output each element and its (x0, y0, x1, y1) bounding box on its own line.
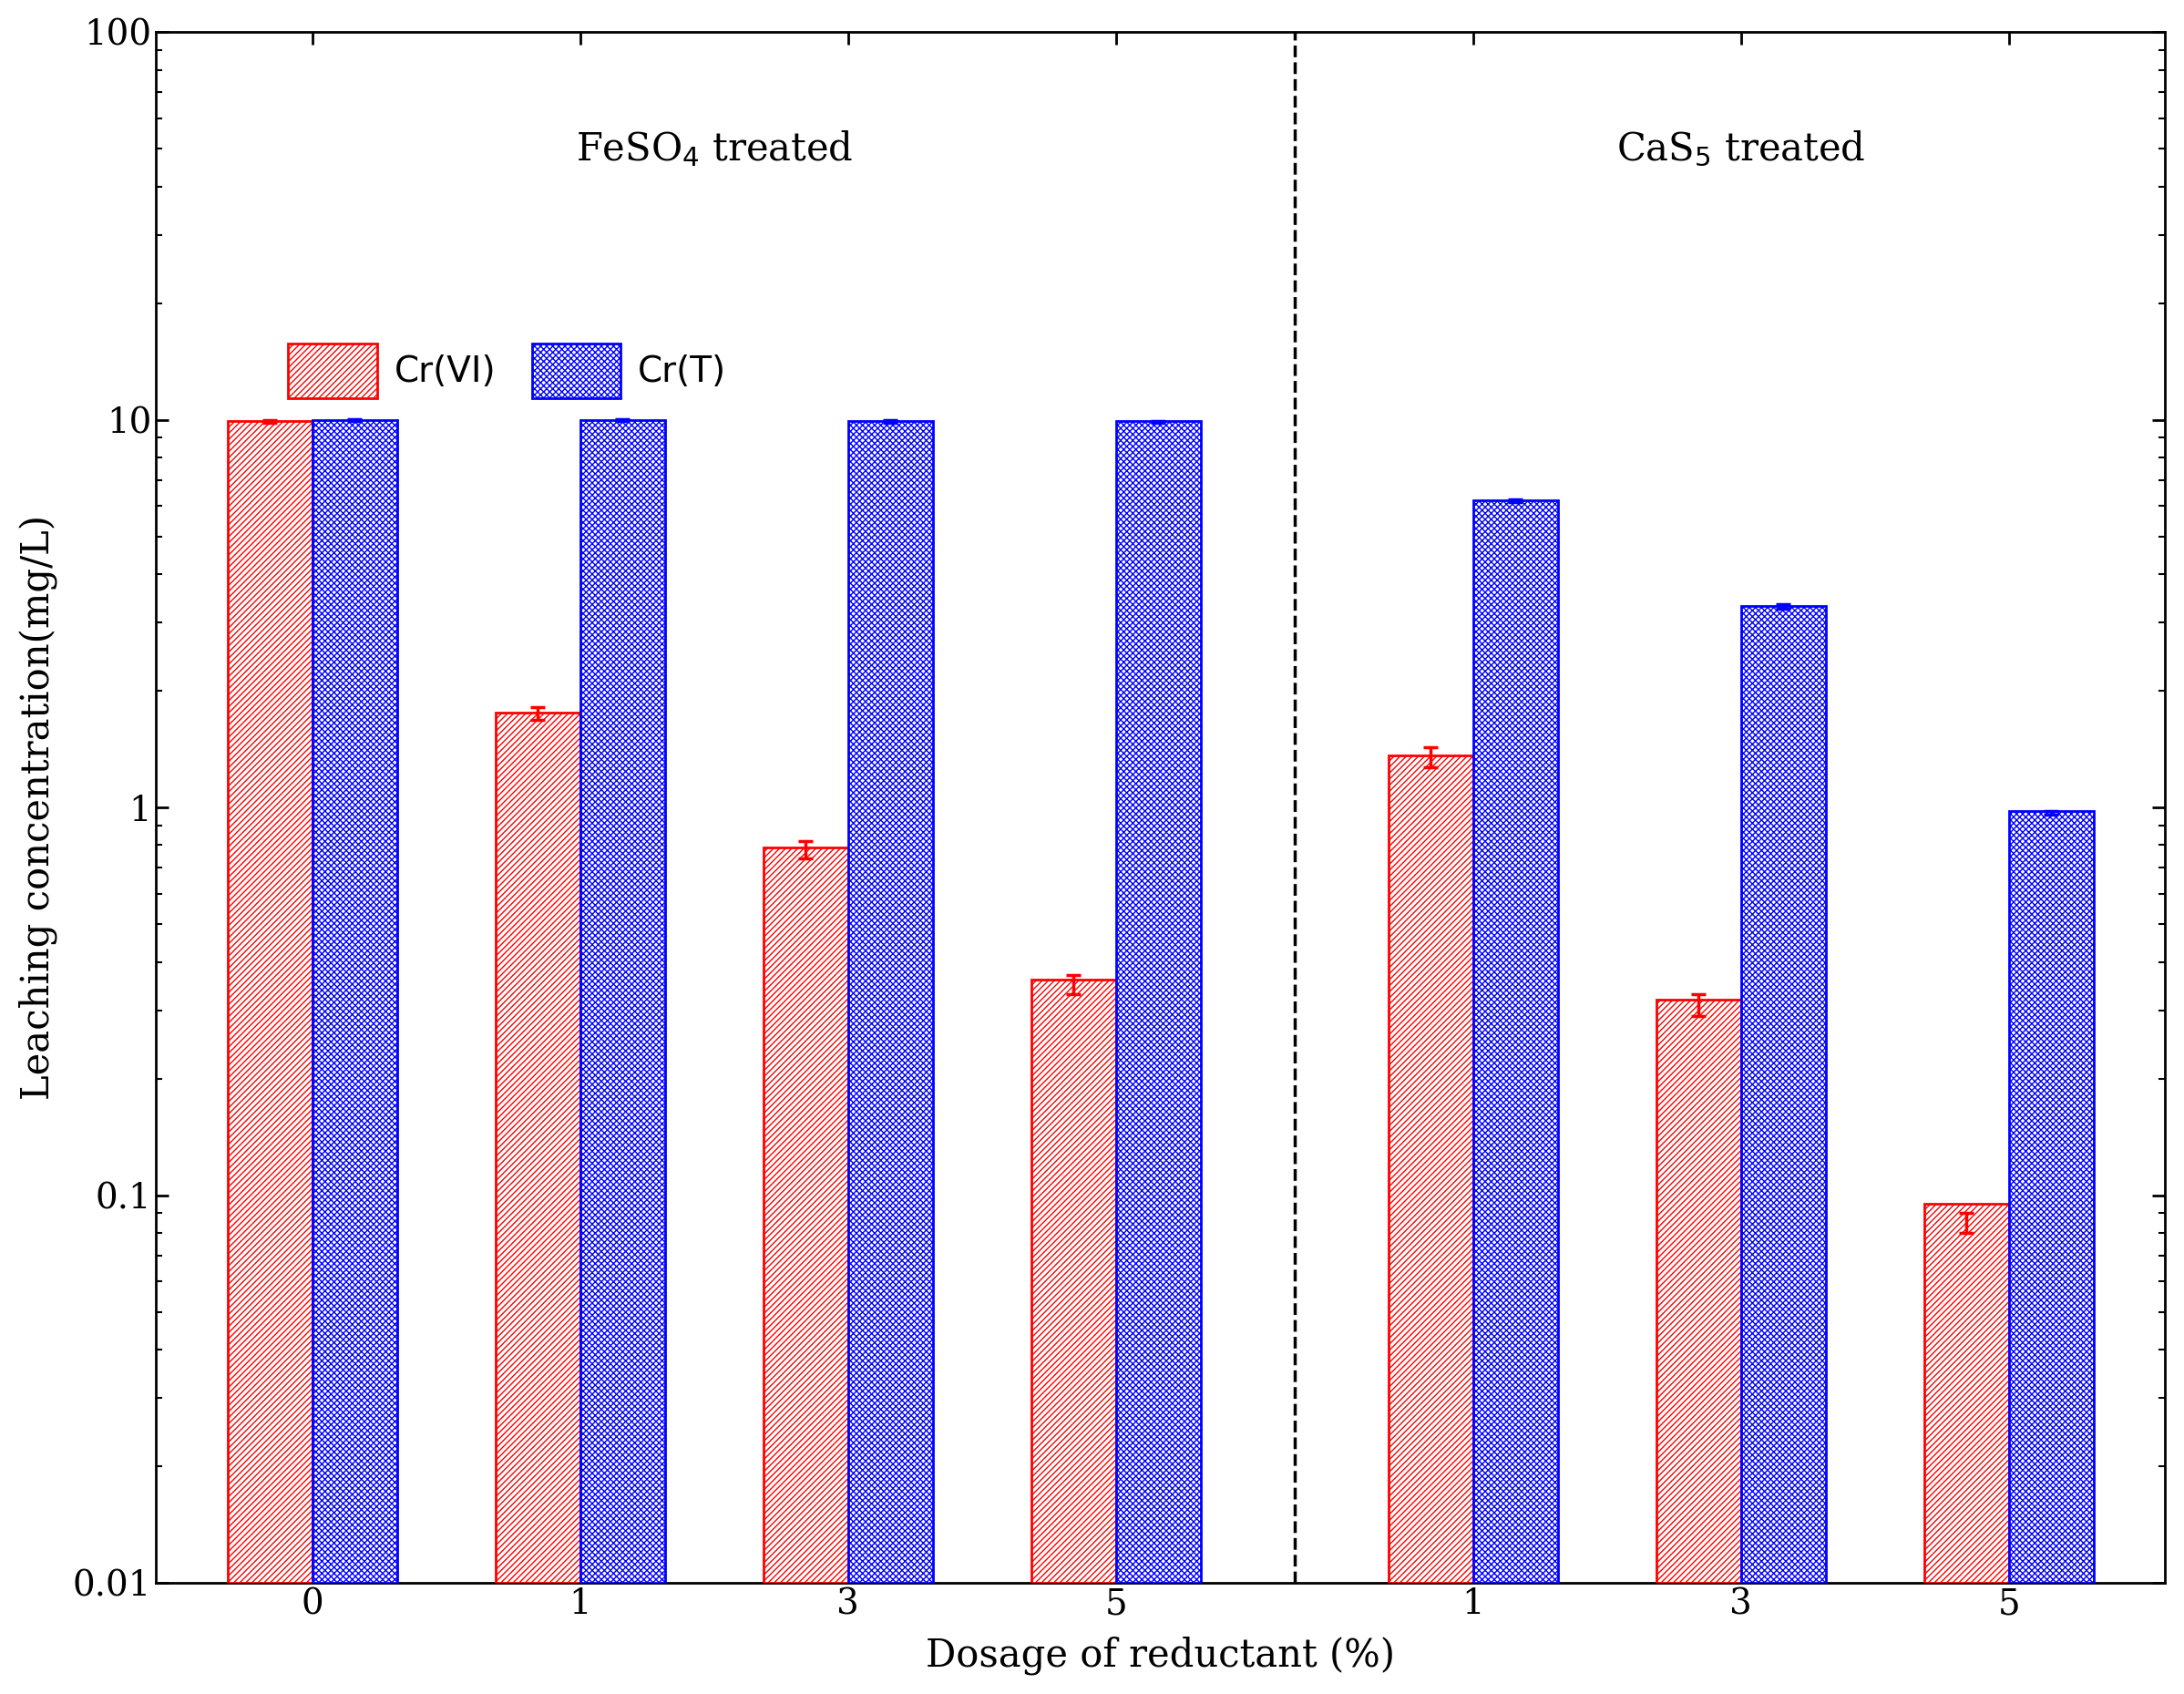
Text: FeSO$_4$ treated: FeSO$_4$ treated (574, 129, 852, 169)
Y-axis label: Leaching concentration(mg/L): Leaching concentration(mg/L) (20, 515, 57, 1099)
Bar (312, 420, 397, 1582)
Text: CaS$_5$ treated: CaS$_5$ treated (1616, 129, 1865, 169)
Bar (1472, 500, 1557, 1582)
Bar (1924, 1204, 2009, 1582)
Bar (581, 420, 664, 1582)
Bar (762, 847, 847, 1582)
Bar (2009, 811, 2094, 1582)
Bar (227, 422, 312, 1582)
Bar (496, 713, 581, 1582)
Bar (1389, 756, 1472, 1582)
Bar (847, 422, 933, 1582)
Legend: Cr(VI), Cr(T): Cr(VI), Cr(T) (275, 329, 740, 412)
Bar (1741, 606, 1826, 1582)
X-axis label: Dosage of reductant (%): Dosage of reductant (%) (926, 1636, 1396, 1675)
Bar (1116, 422, 1201, 1582)
Bar (1031, 979, 1116, 1582)
Bar (1655, 999, 1741, 1582)
